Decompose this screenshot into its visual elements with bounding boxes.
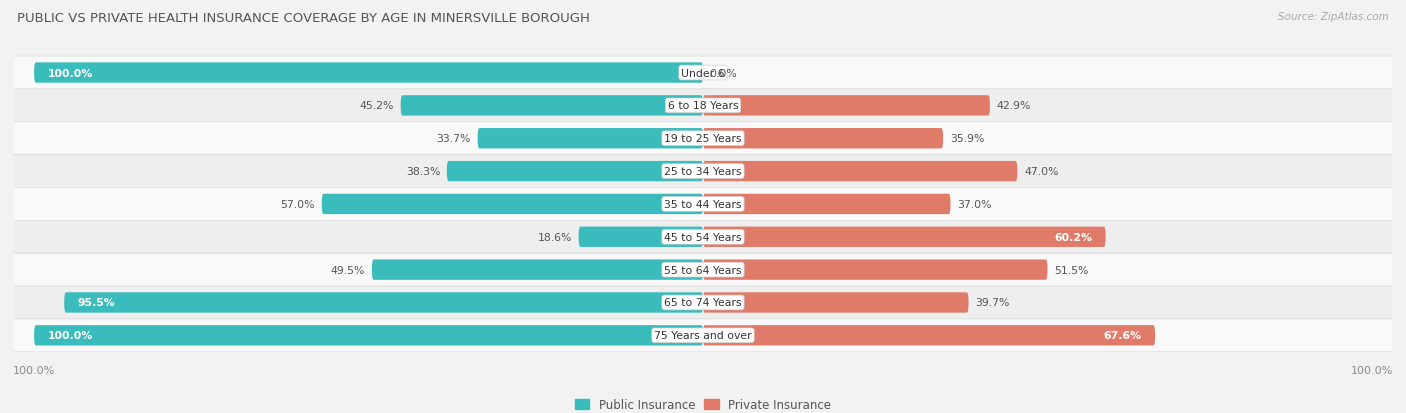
FancyBboxPatch shape (0, 286, 1406, 319)
FancyBboxPatch shape (703, 96, 990, 116)
FancyBboxPatch shape (322, 194, 703, 215)
Text: 75 Years and over: 75 Years and over (654, 330, 752, 340)
FancyBboxPatch shape (447, 161, 703, 182)
Text: 42.9%: 42.9% (997, 101, 1031, 111)
FancyBboxPatch shape (0, 254, 1406, 286)
Text: Under 6: Under 6 (682, 69, 724, 78)
FancyBboxPatch shape (401, 96, 703, 116)
Text: 60.2%: 60.2% (1054, 232, 1092, 242)
Text: 100.0%: 100.0% (48, 330, 93, 340)
Text: 25 to 34 Years: 25 to 34 Years (664, 167, 742, 177)
Text: 49.5%: 49.5% (330, 265, 366, 275)
Text: 35 to 44 Years: 35 to 44 Years (664, 199, 742, 209)
FancyBboxPatch shape (579, 227, 703, 247)
Legend: Public Insurance, Private Insurance: Public Insurance, Private Insurance (571, 393, 835, 413)
Text: 65 to 74 Years: 65 to 74 Years (664, 298, 742, 308)
Text: 18.6%: 18.6% (537, 232, 572, 242)
Text: 0.0%: 0.0% (710, 69, 737, 78)
Text: 39.7%: 39.7% (976, 298, 1010, 308)
Text: 19 to 25 Years: 19 to 25 Years (664, 134, 742, 144)
FancyBboxPatch shape (0, 123, 1406, 155)
FancyBboxPatch shape (65, 292, 703, 313)
Text: 37.0%: 37.0% (957, 199, 991, 209)
Text: 57.0%: 57.0% (281, 199, 315, 209)
FancyBboxPatch shape (0, 221, 1406, 254)
FancyBboxPatch shape (0, 57, 1406, 90)
FancyBboxPatch shape (703, 129, 943, 149)
Text: PUBLIC VS PRIVATE HEALTH INSURANCE COVERAGE BY AGE IN MINERSVILLE BOROUGH: PUBLIC VS PRIVATE HEALTH INSURANCE COVER… (17, 12, 589, 25)
FancyBboxPatch shape (703, 292, 969, 313)
Text: 45.2%: 45.2% (360, 101, 394, 111)
Text: 45 to 54 Years: 45 to 54 Years (664, 232, 742, 242)
Text: 35.9%: 35.9% (950, 134, 984, 144)
Text: 6 to 18 Years: 6 to 18 Years (668, 101, 738, 111)
Text: 100.0%: 100.0% (1351, 365, 1393, 375)
Text: 67.6%: 67.6% (1104, 330, 1142, 340)
FancyBboxPatch shape (34, 325, 703, 346)
Text: 55 to 64 Years: 55 to 64 Years (664, 265, 742, 275)
Text: 38.3%: 38.3% (406, 167, 440, 177)
Text: Source: ZipAtlas.com: Source: ZipAtlas.com (1278, 12, 1389, 22)
FancyBboxPatch shape (703, 325, 1156, 346)
Text: 100.0%: 100.0% (13, 365, 55, 375)
Text: 95.5%: 95.5% (77, 298, 115, 308)
FancyBboxPatch shape (0, 155, 1406, 188)
FancyBboxPatch shape (0, 319, 1406, 352)
Text: 33.7%: 33.7% (436, 134, 471, 144)
FancyBboxPatch shape (703, 260, 1047, 280)
Text: 100.0%: 100.0% (48, 69, 93, 78)
FancyBboxPatch shape (478, 129, 703, 149)
FancyBboxPatch shape (703, 161, 1018, 182)
FancyBboxPatch shape (0, 90, 1406, 123)
FancyBboxPatch shape (703, 227, 1105, 247)
Text: 51.5%: 51.5% (1054, 265, 1088, 275)
FancyBboxPatch shape (34, 63, 703, 83)
FancyBboxPatch shape (0, 188, 1406, 221)
FancyBboxPatch shape (373, 260, 703, 280)
Text: 47.0%: 47.0% (1024, 167, 1059, 177)
FancyBboxPatch shape (703, 194, 950, 215)
